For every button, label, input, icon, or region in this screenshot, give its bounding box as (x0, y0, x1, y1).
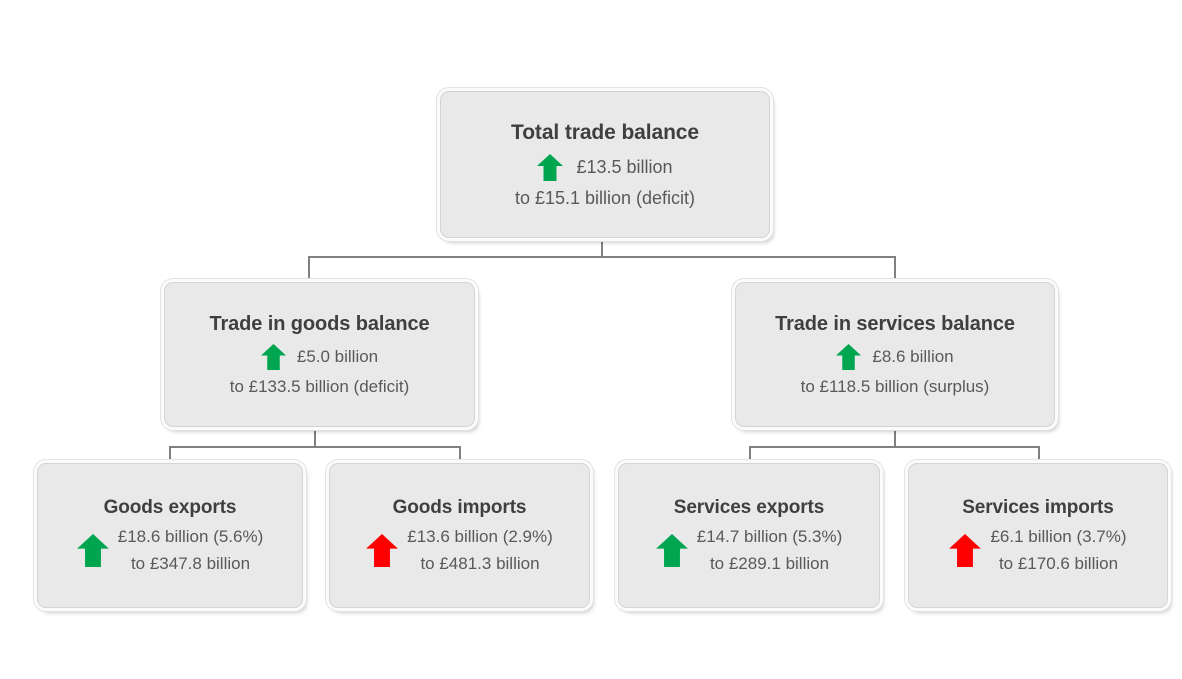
node-title: Trade in goods balance (209, 312, 430, 335)
connector-services-bus (749, 446, 1040, 448)
node-result-value: to £133.5 billion (deficit) (229, 376, 410, 396)
connector-services-stem (894, 427, 896, 447)
node-services-imports[interactable]: Services imports £6.1 billion (3.7%) to … (908, 463, 1168, 608)
node-result-value: to £15.1 billion (deficit) (514, 187, 696, 208)
up-arrow-icon (366, 534, 399, 567)
node-title: Services imports (962, 497, 1114, 518)
up-arrow-icon (76, 534, 109, 567)
connector-goods-to-imports (459, 446, 461, 464)
node-change-row: £8.6 billion (836, 343, 954, 370)
up-arrow-icon (537, 153, 564, 181)
node-result-value: to £347.8 billion (130, 554, 251, 573)
node-title: Total trade balance (511, 120, 699, 144)
node-title: Goods imports (392, 497, 527, 518)
node-goods-exports[interactable]: Goods exports £18.6 billion (5.6%) to £3… (37, 463, 303, 608)
node-change-value: £13.6 billion (2.9%) (407, 527, 553, 546)
node-total-trade-balance[interactable]: Total trade balance £13.5 billion to £15… (440, 91, 770, 238)
node-result-value: to £170.6 billion (998, 554, 1119, 573)
node-result-value: to £289.1 billion (709, 554, 830, 573)
node-goods-imports[interactable]: Goods imports £13.6 billion (2.9%) to £4… (329, 463, 590, 608)
node-change-value: £6.1 billion (3.7%) (990, 527, 1127, 546)
node-title: Services exports (673, 497, 825, 518)
node-change-value: £8.6 billion (872, 346, 954, 366)
node-result-value: to £481.3 billion (420, 554, 540, 573)
connector-services-to-exports (749, 446, 751, 464)
up-arrow-icon (260, 343, 286, 370)
node-result-value: to £118.5 billion (surplus) (800, 376, 990, 396)
connector-total-to-services (894, 256, 896, 283)
node-change-value: £14.7 billion (5.3%) (696, 527, 843, 546)
connector-services-to-imports (1038, 446, 1040, 464)
node-change-value: £18.6 billion (5.6%) (117, 527, 264, 546)
node-title: Goods exports (103, 497, 237, 518)
node-title: Trade in services balance (775, 312, 1015, 335)
connector-goods-to-exports (169, 446, 171, 464)
connector-goods-stem (314, 427, 316, 447)
node-change-row: £5.0 billion (260, 343, 379, 370)
node-services-exports[interactable]: Services exports £14.7 billion (5.3%) to… (618, 463, 880, 608)
node-stats: £13.6 billion (2.9%) to £481.3 billion (366, 527, 553, 574)
connector-total-stem (601, 238, 603, 257)
connector-total-to-goods (308, 256, 310, 283)
node-stats: £6.1 billion (3.7%) to £170.6 billion (949, 527, 1127, 574)
up-arrow-icon (836, 343, 862, 370)
connector-total-bus (308, 256, 896, 258)
node-change-value: £13.5 billion (576, 156, 673, 177)
up-arrow-icon (949, 534, 982, 567)
node-trade-in-services-balance[interactable]: Trade in services balance £8.6 billion t… (735, 282, 1055, 427)
node-stats: £18.6 billion (5.6%) to £347.8 billion (76, 527, 264, 574)
connector-goods-bus (169, 446, 461, 448)
node-stats: £14.7 billion (5.3%) to £289.1 billion (655, 527, 843, 574)
node-change-value: £5.0 billion (296, 346, 379, 366)
node-change-row: £13.5 billion (537, 153, 673, 181)
up-arrow-icon (655, 534, 688, 567)
node-trade-in-goods-balance[interactable]: Trade in goods balance £5.0 billion to £… (164, 282, 475, 427)
